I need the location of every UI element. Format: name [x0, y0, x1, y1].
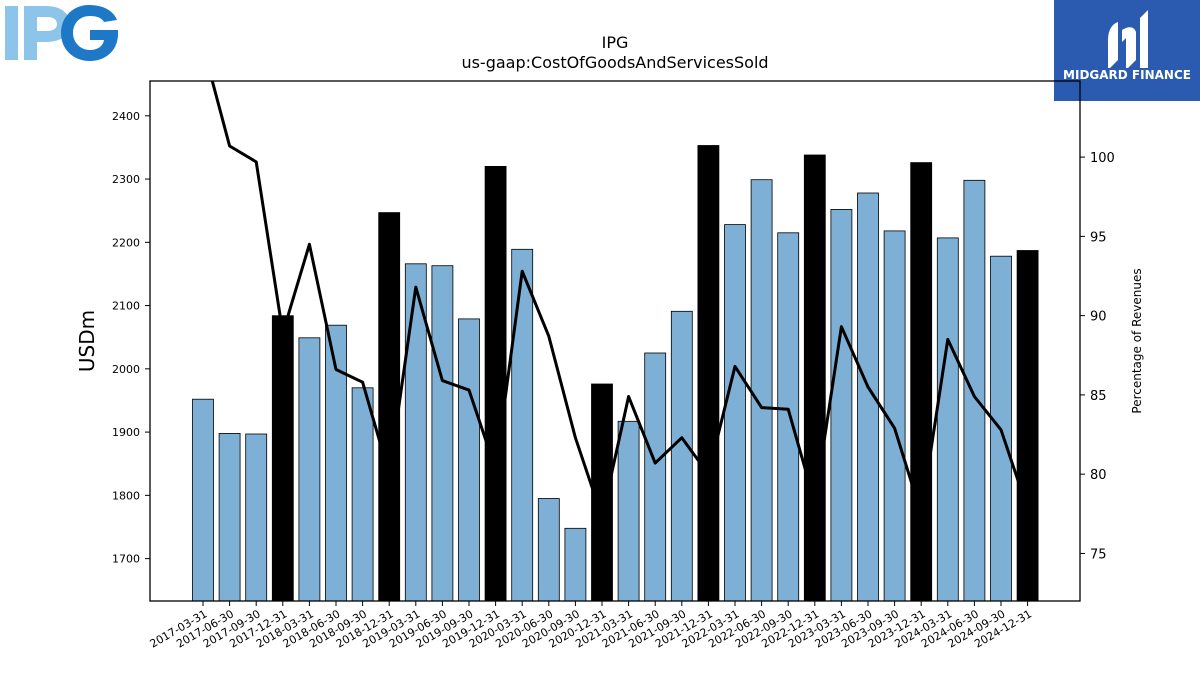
ipg-logo-i: [5, 6, 18, 60]
bar-2019-09-30: [458, 318, 480, 602]
y2-tick-label: 80: [1090, 468, 1107, 483]
y2-tick-label: 100: [1090, 151, 1115, 166]
bar-2017-12-31: [271, 315, 294, 602]
bar-2020-09-30: [564, 527, 587, 602]
plot-frame: [149, 80, 1081, 602]
bar-2022-03-31: [724, 224, 746, 602]
bar-2017-09-30: [245, 433, 268, 602]
bar-2022-12-31: [803, 154, 826, 602]
bar-2021-06-30: [644, 352, 667, 602]
bar-series: [192, 145, 1039, 602]
bar-2019-06-30: [431, 265, 454, 602]
bar-2023-03-31: [830, 208, 853, 602]
bar-2018-12-31: [378, 212, 401, 602]
bar-2020-06-30: [537, 498, 560, 602]
y-tick-label: 2200: [112, 236, 140, 249]
midgard-finance-logo: MIDGARD FINANCE: [1054, 0, 1200, 101]
percentage-line: [210, 81, 1030, 519]
ipg-logo: [0, 0, 125, 70]
y2-tick-label: 95: [1090, 230, 1107, 245]
ipg-logo-g: [61, 5, 118, 61]
bar-2024-03-31: [936, 237, 959, 602]
bar-2018-09-30: [351, 387, 374, 602]
bar-2018-03-31: [298, 337, 321, 602]
bar-2017-03-31: [192, 398, 214, 602]
y-tick-label: 2300: [112, 173, 140, 186]
bar-2023-12-31: [910, 162, 933, 602]
y-tick-label: 1800: [112, 489, 140, 502]
bar-2022-06-30: [750, 179, 773, 602]
y-tick-label: 2100: [112, 300, 140, 313]
publisher-label: MIDGARD FINANCE: [1063, 68, 1191, 82]
percentage-line-layer: [210, 81, 1030, 519]
ipg-logo-p: [24, 6, 70, 60]
bar-2020-03-31: [511, 248, 534, 602]
midgard-mark-icon: [1108, 10, 1148, 68]
y2-tick-label: 75: [1090, 547, 1107, 562]
y-axis-label: USDm: [75, 310, 99, 372]
bar-2024-12-31: [1016, 250, 1039, 602]
y-axis-right: 75 80 85 90 95 100: [1080, 151, 1115, 562]
y-tick-label: 1900: [112, 426, 140, 439]
bar-2021-12-31: [697, 145, 720, 602]
y-tick-label: 2000: [112, 363, 140, 376]
y2-tick-label: 90: [1090, 310, 1107, 325]
bar-2021-03-31: [617, 420, 640, 602]
bar-2021-09-30: [670, 310, 693, 602]
bar-2019-12-31: [484, 165, 507, 602]
ipg-logo-graphic: [5, 5, 118, 61]
chart-subtitle: us-gaap:CostOfGoodsAndServicesSold: [461, 53, 768, 72]
y2-axis-label: Percentage of Revenues: [1130, 268, 1144, 413]
bar-2022-09-30: [777, 232, 800, 602]
y-tick-label: 1700: [112, 553, 140, 566]
y2-tick-label: 85: [1090, 389, 1107, 404]
bar-2017-06-30: [218, 432, 241, 602]
x-axis: 2017-03-312017-06-302017-09-302017-12-31…: [148, 601, 1034, 651]
chart-title: IPG: [602, 33, 629, 52]
y-tick-label: 2400: [112, 110, 140, 123]
bar-2024-06-30: [963, 179, 986, 602]
y-axis-left: 1700 1800 1900 2000 2100 2200 2300 2400: [112, 110, 150, 566]
